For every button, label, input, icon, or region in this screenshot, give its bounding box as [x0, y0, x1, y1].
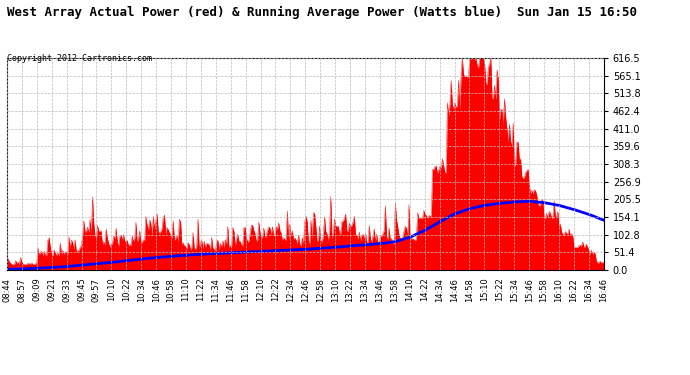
Text: Copyright 2012 Cartronics.com: Copyright 2012 Cartronics.com: [7, 54, 152, 63]
Text: West Array Actual Power (red) & Running Average Power (Watts blue)  Sun Jan 15 1: West Array Actual Power (red) & Running …: [7, 6, 637, 19]
